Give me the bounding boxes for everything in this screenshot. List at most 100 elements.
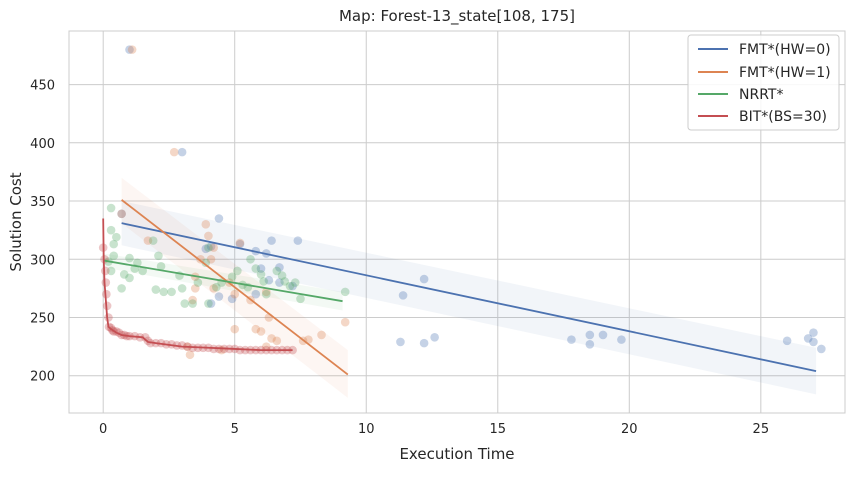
data-point-series-0 [398, 291, 408, 300]
data-point-series-2 [177, 284, 187, 293]
data-point-series-1 [272, 336, 282, 346]
data-point-series-2 [259, 277, 268, 286]
data-point-series-2 [106, 225, 116, 235]
data-point-series-2 [125, 253, 134, 263]
data-point-series-2 [340, 287, 350, 297]
data-point-series-0 [206, 242, 216, 251]
data-point-series-0 [227, 294, 237, 304]
x-tick-label: 25 [753, 422, 770, 437]
data-point-series-2 [204, 243, 213, 252]
x-tick-label: 15 [489, 422, 506, 437]
data-point-series-2 [106, 266, 116, 276]
data-point-series-0 [585, 339, 595, 349]
data-point-series-3 [101, 266, 110, 276]
data-point-series-1 [251, 324, 261, 334]
data-point-series-1 [235, 238, 245, 248]
data-point-series-0 [617, 335, 626, 344]
data-point-series-2 [133, 258, 142, 268]
data-point-series-2 [277, 271, 287, 280]
data-point-series-2 [290, 278, 300, 287]
data-point-series-2 [212, 282, 221, 292]
data-point-series-0 [567, 335, 576, 344]
data-point-series-2 [151, 285, 161, 294]
data-point-series-0 [598, 330, 608, 340]
y-tick-label: 250 [30, 312, 55, 327]
data-point-series-2 [272, 266, 282, 276]
data-point-series-1 [209, 284, 218, 293]
data-point-series-1 [185, 350, 195, 360]
data-point-series-0 [117, 209, 126, 219]
data-point-series-3 [101, 278, 111, 287]
data-point-series-1 [230, 289, 240, 299]
data-point-series-0 [288, 281, 297, 291]
data-point-series-0 [803, 334, 813, 343]
data-point-series-2 [251, 264, 261, 273]
data-point-series-2 [256, 270, 266, 279]
data-point-series-2 [188, 299, 197, 308]
data-point-series-2 [167, 287, 176, 297]
data-point-series-1 [230, 324, 240, 334]
data-point-series-1 [190, 284, 200, 293]
y-tick-label: 300 [30, 253, 55, 268]
y-tick-label: 350 [30, 195, 55, 210]
data-point-series-1 [169, 147, 179, 157]
data-point-series-0 [206, 299, 216, 308]
data-point-series-1 [340, 317, 350, 327]
data-point-series-0 [251, 289, 261, 299]
plot-frame [68, 30, 846, 414]
fit-line-series-2 [103, 259, 343, 303]
data-point-series-2 [106, 203, 116, 213]
legend: FMT*(HW=0) FMT*(HW=1) NRRT* BIT*(BS=30) [687, 34, 840, 131]
data-point-series-2 [109, 239, 119, 249]
x-tick-label: 20 [621, 422, 638, 437]
data-point-series-0 [214, 214, 224, 223]
data-point-series-3 [102, 289, 111, 299]
data-point-series-2 [261, 289, 271, 299]
data-point-series-0 [817, 344, 826, 354]
data-point-series-0 [809, 328, 818, 337]
data-point-series-2 [296, 294, 305, 304]
data-point-series-0 [201, 244, 211, 254]
data-point-series-2 [201, 258, 211, 268]
chart-title: Map: Forest-13_state[108, 175] [339, 7, 575, 26]
data-point-series-0 [275, 263, 284, 272]
data-point-series-2 [280, 277, 290, 286]
data-point-series-0 [293, 236, 303, 245]
x-tick-label: 0 [99, 422, 107, 437]
data-point-series-1 [261, 287, 271, 297]
data-point-series-1 [317, 330, 326, 340]
data-point-series-1 [204, 231, 213, 241]
data-point-series-2 [156, 261, 166, 271]
data-point-series-0 [264, 275, 274, 285]
data-point-series-1 [143, 236, 153, 245]
data-point-series-0 [256, 264, 266, 273]
data-point-series-2 [159, 287, 168, 297]
data-point-series-2 [112, 232, 121, 242]
data-point-series-2 [204, 299, 213, 308]
x-axis-label: Execution Time [399, 445, 514, 463]
legend-label-fmt-hw0: FMT*(HW=0) [739, 42, 831, 58]
data-point-series-2 [109, 251, 119, 261]
data-point-series-1 [117, 209, 126, 219]
data-point-series-3 [288, 345, 297, 355]
data-point-series-2 [125, 273, 134, 283]
data-point-series-1 [256, 327, 266, 336]
data-point-series-2 [119, 270, 129, 279]
data-point-series-0 [275, 278, 284, 287]
y-tick-label: 200 [30, 370, 55, 385]
data-point-series-2 [148, 236, 158, 245]
data-point-series-0 [419, 338, 429, 348]
data-point-series-0 [125, 45, 134, 54]
y-tick-label: 450 [30, 79, 55, 94]
fit-line-series-0 [121, 222, 817, 372]
data-point-series-3 [167, 339, 176, 349]
data-point-series-0 [809, 337, 818, 347]
data-point-series-0 [235, 239, 245, 249]
fit-line-series-3 [102, 218, 293, 352]
data-point-series-0 [214, 292, 224, 301]
data-point-series-1 [188, 295, 197, 305]
x-tick-label: 10 [358, 422, 375, 437]
data-point-series-0 [419, 274, 429, 284]
